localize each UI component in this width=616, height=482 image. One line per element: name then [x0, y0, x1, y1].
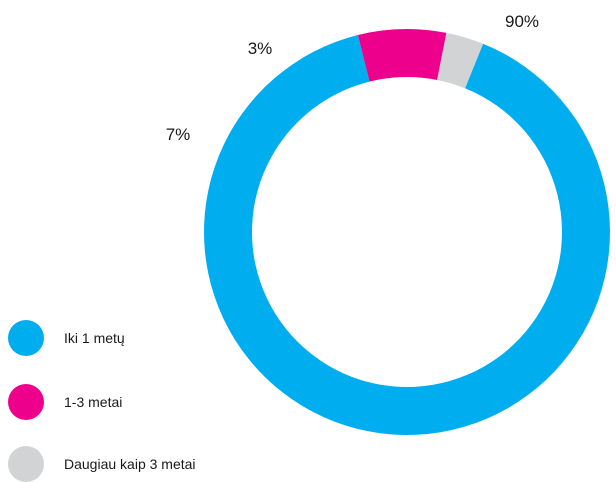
donut-slice-1: [357, 29, 447, 82]
legend-label: Daugiau kaip 3 metai: [64, 456, 196, 472]
legend-swatch: [8, 384, 44, 420]
legend-swatch: [8, 320, 44, 356]
donut-slices: [203, 29, 611, 436]
legend-label: 1-3 metai: [64, 394, 123, 410]
legend-item-1-3-metai: 1-3 metai: [8, 384, 122, 420]
legend-item-iki-1-metu: Iki 1 metų: [8, 320, 125, 356]
legend-label: Iki 1 metų: [64, 330, 125, 346]
slice-value-label: 90%: [505, 12, 539, 31]
donut-slice-2: [437, 32, 484, 89]
slice-value-label: 7%: [166, 125, 191, 144]
legend-swatch: [8, 446, 44, 482]
legend-item-daugiau-kaip-3-metai: Daugiau kaip 3 metai: [8, 446, 196, 482]
donut-value-labels: 90% 7% 3%: [166, 12, 539, 144]
slice-value-label: 3%: [248, 39, 273, 58]
donut-slice-0: [203, 35, 611, 436]
